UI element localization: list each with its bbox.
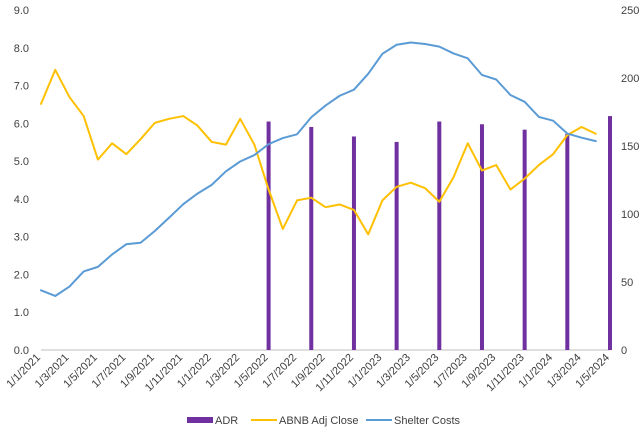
y-right-tick-label: 200 bbox=[621, 73, 639, 85]
y-right-tick-label: 0 bbox=[621, 345, 627, 357]
y-left-tick-label: 6.0 bbox=[14, 118, 29, 130]
legend-swatch-adr bbox=[187, 417, 213, 423]
abnb-adj-close-line bbox=[40, 68, 597, 236]
adr-bar bbox=[351, 136, 356, 350]
y-right-tick-label: 150 bbox=[621, 141, 639, 153]
y-left-tick-label: 4.0 bbox=[14, 194, 29, 206]
y-left-tick-label: 7.0 bbox=[14, 81, 29, 93]
y-left-tick-label: 5.0 bbox=[14, 156, 29, 168]
series-lines bbox=[40, 41, 597, 297]
adr-bar bbox=[437, 121, 442, 351]
shelter-costs-line bbox=[40, 41, 597, 297]
y-left-tick-label: 9.0 bbox=[14, 5, 29, 17]
y-left-tick-label: 8.0 bbox=[14, 43, 29, 55]
adr-bar bbox=[565, 133, 570, 350]
y-left-tick-label: 2.0 bbox=[14, 269, 29, 281]
adr-bar bbox=[309, 126, 314, 351]
y-right-tick-label: 100 bbox=[621, 209, 639, 221]
adr-bar bbox=[266, 121, 271, 351]
legend-label-abnb-adj-close: ABNB Adj Close bbox=[279, 415, 358, 427]
adr-bar bbox=[394, 141, 399, 350]
adr-bar bbox=[479, 124, 484, 351]
y-left-tick-label: 1.0 bbox=[14, 307, 29, 319]
axes: 0.0 1.0 2.0 3.0 4.0 5.0 6.0 7.0 8.0 9.0 0 50 100 150 2… bbox=[4, 5, 639, 394]
adr-bars bbox=[266, 116, 612, 351]
y-right-tick-label: 50 bbox=[621, 277, 633, 289]
adr-bar bbox=[522, 129, 527, 350]
legend: ADR ABNB Adj Close Shelter Costs bbox=[187, 415, 461, 427]
y-left-tick-label: 3.0 bbox=[14, 232, 29, 244]
legend-label-adr: ADR bbox=[215, 415, 238, 427]
y-left-tick-label: 0.0 bbox=[14, 345, 29, 357]
y-right-tick-label: 250 bbox=[621, 5, 639, 17]
legend-label-shelter-costs: Shelter Costs bbox=[394, 415, 461, 427]
adr-bar bbox=[608, 116, 612, 350]
